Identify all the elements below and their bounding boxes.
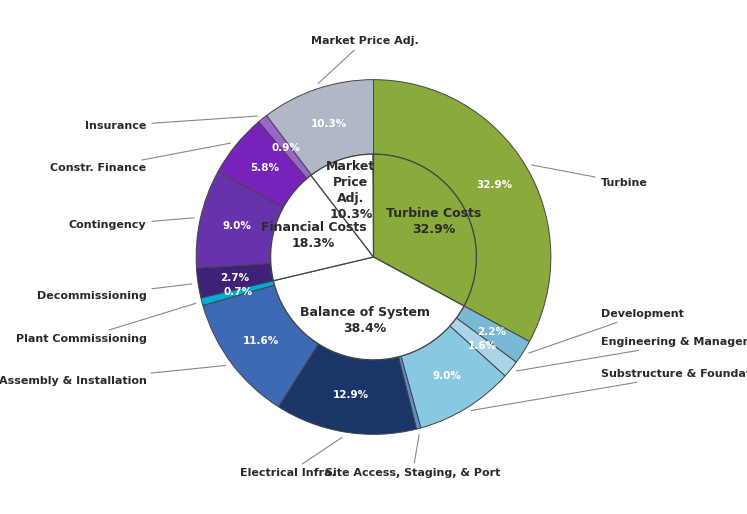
Text: Insurance: Insurance bbox=[85, 116, 258, 131]
Wedge shape bbox=[401, 326, 505, 428]
Text: 5.8%: 5.8% bbox=[250, 163, 279, 173]
Text: Financial Costs
18.3%: Financial Costs 18.3% bbox=[261, 221, 366, 250]
Text: Turbine: Turbine bbox=[532, 165, 648, 188]
Text: Market
Price
Adj.
10.3%: Market Price Adj. 10.3% bbox=[326, 160, 376, 222]
Wedge shape bbox=[196, 264, 273, 298]
Text: 9.0%: 9.0% bbox=[223, 222, 251, 231]
Text: 1.6%: 1.6% bbox=[468, 341, 497, 351]
Text: 0.7%: 0.7% bbox=[223, 287, 252, 297]
Wedge shape bbox=[450, 318, 516, 376]
Text: Constr. Finance: Constr. Finance bbox=[50, 143, 231, 173]
Wedge shape bbox=[456, 306, 530, 362]
Text: 32.9%: 32.9% bbox=[476, 180, 512, 190]
Text: Substructure & Foundation: Substructure & Foundation bbox=[471, 369, 747, 411]
Wedge shape bbox=[270, 175, 374, 281]
Wedge shape bbox=[201, 281, 275, 305]
Text: 12.9%: 12.9% bbox=[333, 390, 369, 400]
Wedge shape bbox=[311, 154, 374, 257]
Text: 0.9%: 0.9% bbox=[271, 143, 300, 153]
Wedge shape bbox=[196, 172, 283, 268]
Text: Decommissioning: Decommissioning bbox=[37, 284, 192, 301]
Text: Contingency: Contingency bbox=[69, 218, 194, 230]
Wedge shape bbox=[374, 80, 551, 341]
Text: Engineering & Management: Engineering & Management bbox=[516, 337, 747, 371]
Wedge shape bbox=[258, 116, 311, 178]
Text: Development: Development bbox=[529, 309, 684, 353]
Text: 2.7%: 2.7% bbox=[220, 272, 249, 283]
Text: Electrical Infra.: Electrical Infra. bbox=[241, 437, 342, 479]
Wedge shape bbox=[218, 122, 307, 208]
Wedge shape bbox=[203, 285, 318, 407]
Wedge shape bbox=[273, 257, 464, 360]
Wedge shape bbox=[267, 80, 374, 175]
Text: Turbine Costs
32.9%: Turbine Costs 32.9% bbox=[386, 207, 481, 236]
Text: Plant Commissioning: Plant Commissioning bbox=[16, 303, 196, 343]
Text: Assembly & Installation: Assembly & Installation bbox=[0, 365, 226, 386]
Text: Site Access, Staging, & Port: Site Access, Staging, & Port bbox=[325, 435, 500, 479]
Text: 11.6%: 11.6% bbox=[243, 336, 279, 346]
Wedge shape bbox=[398, 356, 421, 429]
Text: Market Price Adj.: Market Price Adj. bbox=[311, 35, 418, 84]
Text: 10.3%: 10.3% bbox=[311, 119, 347, 129]
Text: Balance of System
38.4%: Balance of System 38.4% bbox=[300, 306, 430, 335]
Wedge shape bbox=[374, 154, 477, 306]
Wedge shape bbox=[279, 344, 417, 434]
Text: 2.2%: 2.2% bbox=[477, 327, 506, 337]
Text: 9.0%: 9.0% bbox=[433, 371, 462, 381]
